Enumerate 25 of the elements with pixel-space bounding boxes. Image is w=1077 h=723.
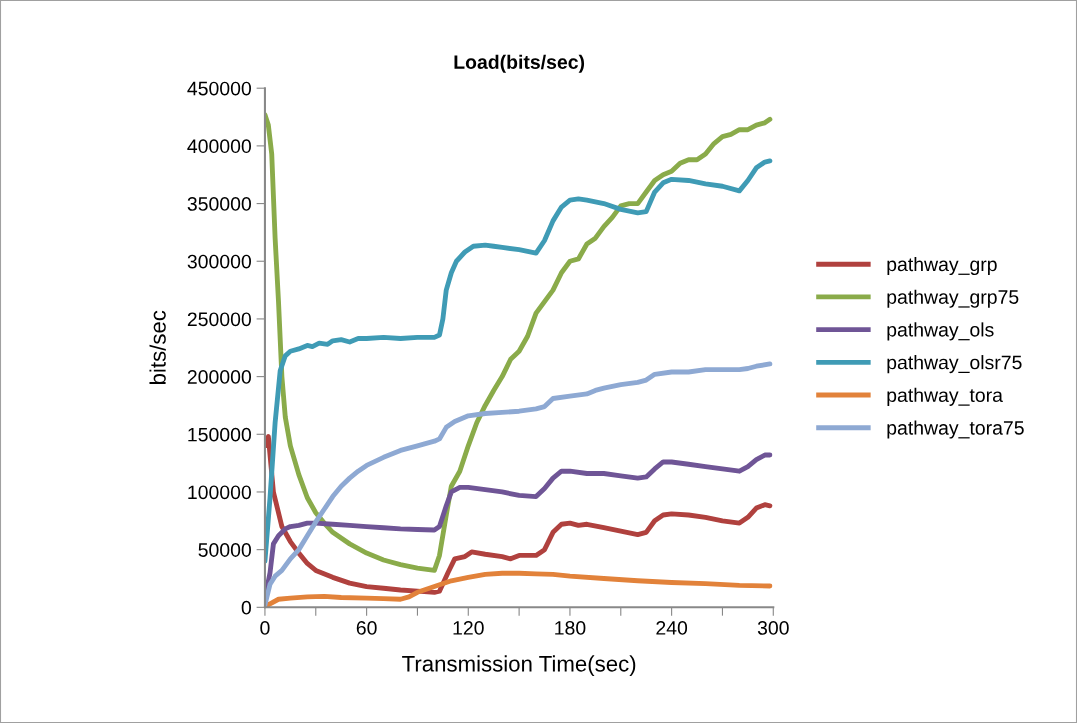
- y-tick-label: 350000: [187, 197, 251, 211]
- legend-label: pathway_tora: [887, 387, 1003, 406]
- y-tick-label: 400000: [187, 139, 251, 154]
- x-tick-label: 60: [356, 621, 377, 635]
- legend-label: pathway_grp75: [887, 289, 1019, 308]
- legend-label: pathway_tora75: [887, 420, 1024, 439]
- x-tick-label: 180: [555, 621, 586, 635]
- legend-label: pathway_grp: [887, 256, 997, 276]
- y-tick-label: 0: [241, 600, 251, 615]
- x-tick-label: 300: [757, 621, 789, 635]
- y-tick-label: 300000: [187, 254, 251, 269]
- y-tick-label: 50000: [198, 543, 251, 557]
- chart-title: Load(bits/sec): [454, 54, 585, 73]
- x-tick-label: 240: [656, 621, 688, 635]
- y-tick-label: 250000: [187, 312, 251, 327]
- y-axis-title: bits/sec: [149, 310, 166, 384]
- x-tick-label: 120: [453, 621, 484, 635]
- y-tick-label: 150000: [188, 427, 251, 442]
- y-tick-label: 450000: [187, 81, 251, 96]
- y-tick-label: 100000: [188, 485, 251, 500]
- legend-label: pathway_olsr75: [887, 355, 1022, 374]
- y-tick-label: 200000: [187, 370, 251, 384]
- legend-label: pathway_ols: [887, 322, 994, 341]
- x-axis-title: Transmission Time(sec): [402, 655, 636, 677]
- x-tick-label: 0: [260, 621, 270, 635]
